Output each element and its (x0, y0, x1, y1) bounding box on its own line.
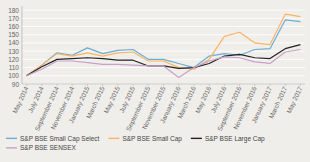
series-line (27, 45, 301, 76)
y-tick-label: 120 (8, 56, 19, 63)
x-tick (224, 84, 225, 86)
chart: 90 100110120130 140150160170180 May 2014Jul… (0, 0, 310, 162)
legend-label: S&P BSE SENSEX (20, 144, 77, 151)
x-tick (193, 84, 194, 86)
x-tick (178, 84, 179, 86)
legend-item: S&P BSE SENSEX (6, 144, 77, 151)
y-tick-label: 140 (8, 39, 19, 46)
legend-item: S&P BSE Small Cap (108, 135, 182, 143)
legend-item: S&P BSE Small Cap Select (6, 135, 100, 143)
x-tick-label: March 2017 (267, 85, 288, 119)
legend-label: S&P BSE Small Cap (122, 135, 182, 143)
x-tick (239, 84, 240, 86)
legend-swatch (191, 138, 202, 139)
y-axis-line (22, 6, 23, 84)
x-tick-label: May 2017 (285, 85, 304, 115)
grid (22, 10, 305, 84)
y-tick-label: 130 (8, 48, 19, 55)
y-tick-label: 180 (8, 7, 19, 14)
x-tick (270, 84, 271, 86)
x-tick-label: March 2015 (85, 85, 106, 119)
y-tick-label: 110 (9, 64, 20, 71)
series-line (27, 20, 301, 76)
y-axis: 90 100110120130 140150160170180 (8, 6, 22, 88)
grid-line (22, 18, 305, 19)
background (0, 0, 310, 162)
y-tick-label: 100 (8, 72, 19, 79)
x-tick (209, 84, 210, 86)
legend-label: S&P BSE Small Cap Select (20, 135, 100, 143)
x-tick (133, 84, 134, 86)
x-tick (26, 84, 27, 86)
x-tick (72, 84, 73, 86)
legend-swatch (6, 147, 17, 148)
y-tick-label: 90 (12, 81, 20, 88)
grid-line (22, 51, 305, 52)
legend-label: S&P BSE Large Cap (205, 135, 265, 143)
grid-line (22, 67, 305, 68)
legend-swatch (108, 138, 119, 139)
y-tick-label: 160 (8, 23, 19, 30)
legend: S&P BSE Small Cap Select S&P BSE Small Ca… (6, 135, 265, 152)
x-tick (254, 84, 255, 86)
x-tick (102, 84, 103, 86)
x-tick (300, 84, 301, 86)
x-tick-labels: May 2014July 2014September 2014November … (11, 85, 304, 132)
x-tick (285, 84, 286, 86)
grid-line (22, 26, 305, 27)
legend-item: S&P BSE Large Cap (191, 135, 265, 143)
grid-line (22, 10, 305, 11)
x-tick (117, 84, 118, 86)
legend-swatch (6, 138, 17, 139)
x-tick (41, 84, 42, 86)
grid-line (22, 75, 305, 76)
x-axis: May 2014July 2014September 2014November … (11, 84, 305, 132)
x-tick (87, 84, 88, 86)
x-tick (56, 84, 57, 86)
x-tick-label: March 2016 (176, 85, 197, 119)
y-tick-label: 150 (8, 31, 19, 38)
y-tick-label: 170 (8, 15, 19, 22)
x-tick (148, 84, 149, 86)
x-tick (163, 84, 164, 86)
series-line (27, 50, 301, 78)
lines (27, 14, 301, 77)
grid-line (22, 34, 305, 35)
